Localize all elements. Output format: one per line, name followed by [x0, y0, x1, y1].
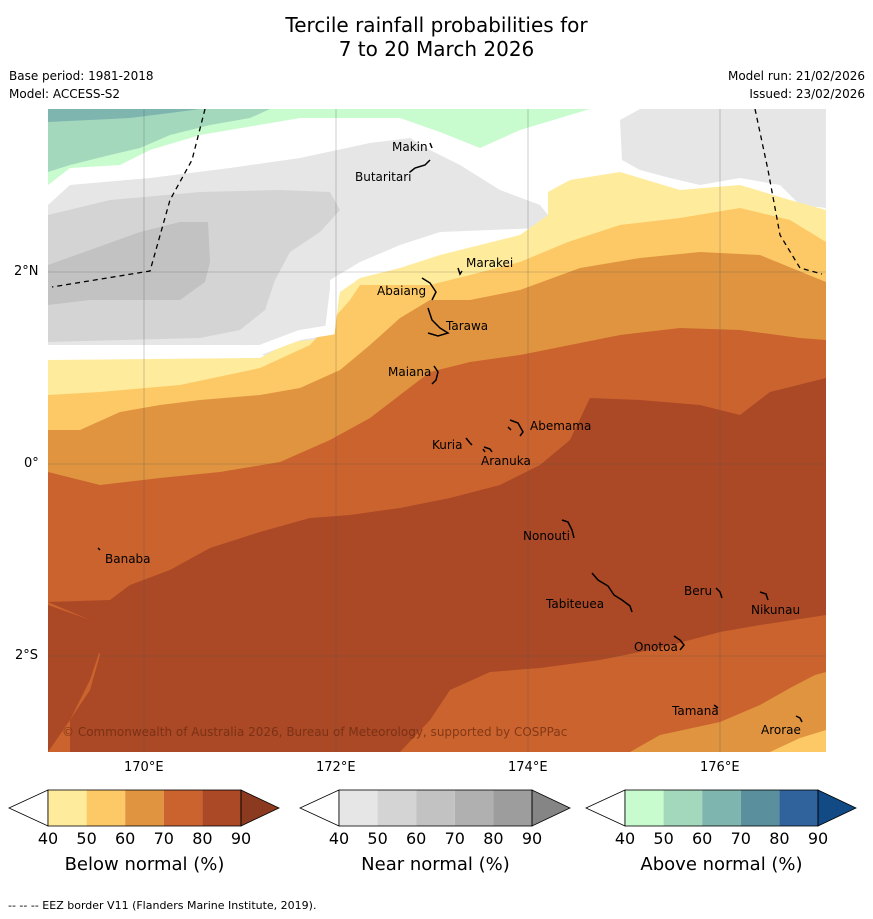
eez-border-east	[754, 109, 823, 275]
graticule	[48, 109, 826, 752]
colorbar-near-high-triangle	[531, 789, 571, 827]
place-butaritari: Butaritari	[355, 170, 412, 184]
colorbar-above-low-triangle	[585, 789, 626, 827]
place-abemama: Abemama	[530, 419, 591, 433]
colorbar-above-bin-3	[702, 790, 741, 826]
colorbar-below-bin-4	[163, 790, 203, 826]
place-tabiteuea: Tabiteuea	[545, 597, 604, 611]
cb-below-tick: 80	[192, 829, 213, 848]
above-normal-50-region	[48, 109, 270, 172]
colorbar-near-bin-5	[493, 790, 532, 826]
lon-label-170e: 170°E	[124, 760, 164, 775]
cb-below-tick: 40	[37, 829, 59, 848]
island-labels: Makin Butaritari Marakei Abaiang Tarawa …	[105, 140, 801, 737]
below-normal-60-region-south	[630, 672, 826, 752]
cb-near-tick: 40	[328, 829, 350, 848]
place-beru: Beru	[684, 584, 712, 598]
place-nikunau: Nikunau	[751, 603, 800, 617]
colorbar-near-bin-4	[454, 790, 494, 826]
place-banaba: Banaba	[105, 552, 151, 566]
lat-label-2s: 2°S	[15, 648, 39, 663]
place-nonouti: Nonouti	[523, 529, 570, 543]
copyright-notice: © Commonwealth of Australia 2026, Bureau…	[62, 725, 567, 739]
cb-below-tick: 50	[76, 829, 97, 848]
lat-label-2n: 2°N	[14, 264, 39, 279]
cb-above-tick: 50	[653, 829, 674, 848]
colorbar-above-bin-4	[740, 790, 780, 826]
lon-label-172e: 172°E	[316, 760, 356, 775]
cb-above-tick: 90	[807, 829, 829, 848]
issued-date: Issued: 23/02/2026	[749, 87, 865, 101]
below-normal-80-region	[48, 378, 826, 752]
colorbar-below-bin-3	[125, 790, 164, 826]
place-onotoa: Onotoa	[634, 640, 678, 654]
cb-below-tick: 90	[230, 829, 252, 848]
lat-label-equator: 0°	[24, 456, 39, 471]
colorbar-near-bin-3	[416, 790, 455, 826]
place-kuria: Kuria	[432, 438, 463, 452]
cb-near-tick: 80	[483, 829, 504, 848]
colorbar-above-bin-2	[663, 790, 703, 826]
place-abaiang: Abaiang	[377, 284, 426, 298]
title-line-2: 7 to 20 March 2026	[338, 37, 535, 61]
colorbar-above-normal	[585, 789, 857, 827]
eez-footer-note: -- -- -- EEZ border V11 (Flanders Marine…	[8, 899, 317, 912]
colorbar-above-bin-5	[779, 790, 818, 826]
colorbar-near-bin-1	[339, 790, 378, 826]
map-area: Makin Butaritari Marakei Abaiang Tarawa …	[48, 109, 826, 752]
cb-near-tick: 90	[521, 829, 543, 848]
near-normal-60-region-west	[48, 222, 210, 305]
colorbar-below-high-triangle	[240, 789, 280, 827]
cb-above-label: Above normal (%)	[640, 854, 803, 875]
cb-above-tick: 70	[730, 829, 751, 848]
colorbar-above-bin-1	[625, 790, 664, 826]
cb-near-tick: 70	[444, 829, 465, 848]
place-tarawa: Tarawa	[445, 319, 488, 333]
colorbar-below-bin-1	[48, 790, 87, 826]
lon-label-176e: 176°E	[700, 760, 740, 775]
place-aranuka: Aranuka	[481, 454, 531, 468]
cb-above-tick: 60	[692, 829, 713, 848]
place-arorae: Arorae	[761, 723, 801, 737]
lon-label-174e: 174°E	[508, 760, 548, 775]
base-period: Base period: 1981-2018	[9, 69, 154, 83]
cb-above-tick: 80	[769, 829, 790, 848]
colorbar-near-normal	[299, 789, 571, 827]
colorbar-below-normal	[8, 789, 280, 827]
colorbar-below-low-triangle	[8, 789, 49, 827]
colorbar-near-low-triangle	[299, 789, 340, 827]
island-outlines	[97, 142, 803, 723]
place-makin: Makin	[392, 140, 428, 154]
cb-below-tick: 70	[153, 829, 174, 848]
model-run: Model run: 21/02/2026	[727, 69, 865, 83]
colorbar-below-bin-5	[202, 790, 241, 826]
colorbar-near-bin-2	[377, 790, 417, 826]
no-signal-gap	[48, 273, 355, 357]
cb-near-label: Near normal (%)	[361, 854, 510, 875]
cb-above-tick: 40	[614, 829, 636, 848]
below-normal-80-region-west	[48, 605, 100, 752]
above-normal-60-region	[48, 109, 200, 122]
title-line-1: Tercile rainfall probabilities for	[285, 13, 588, 37]
near-normal-40-region-east	[620, 109, 826, 208]
place-maiana: Maiana	[388, 365, 431, 379]
cb-below-tick: 60	[115, 829, 136, 848]
model-name: Model: ACCESS-S2	[9, 87, 121, 101]
colorbar-below-bin-2	[86, 790, 126, 826]
cb-near-tick: 50	[367, 829, 388, 848]
colorbar-above-high-triangle	[817, 789, 857, 827]
cb-near-tick: 60	[406, 829, 427, 848]
place-tamana: Tamana	[671, 704, 719, 718]
below-normal-50-region-south	[770, 730, 826, 752]
cb-below-label: Below normal (%)	[64, 854, 225, 875]
place-marakei: Marakei	[466, 256, 513, 270]
